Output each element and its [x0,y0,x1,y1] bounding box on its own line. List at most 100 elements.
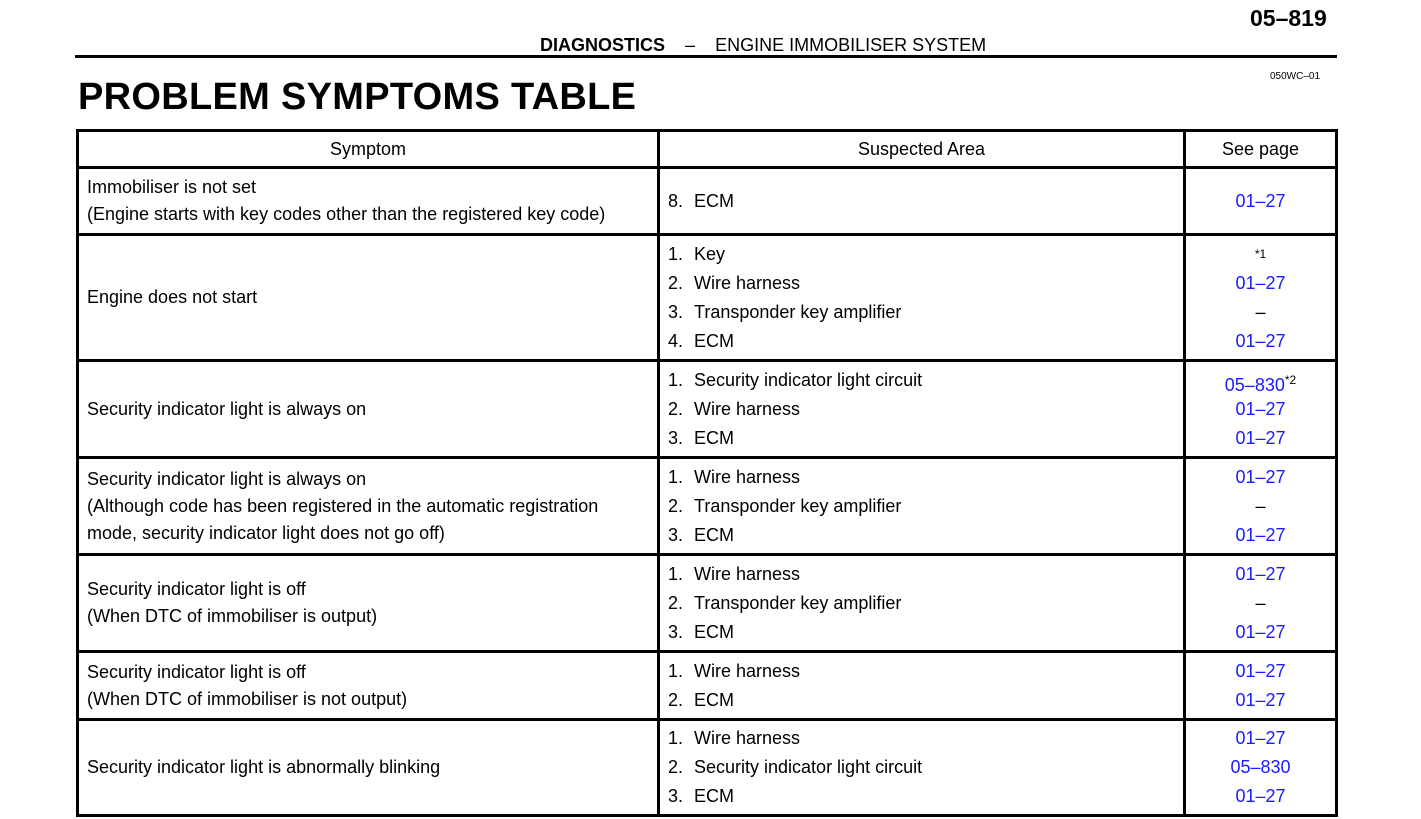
item-text: ECM [694,689,734,710]
suspected-area-item: 1. Key [668,240,1183,269]
item-text: ECM [694,621,734,642]
page-ref: 01–27 [1186,618,1335,647]
page-link[interactable]: 01–27 [1235,660,1286,681]
page-ref: 01–27 [1186,782,1335,811]
page-ref: – [1186,298,1335,327]
page-ref: *1 [1186,240,1335,269]
doc-code: 050WC–01 [1270,71,1321,82]
item-text: ECM [694,330,734,351]
item-text: Wire harness [694,398,801,419]
item-text: Wire harness [694,466,801,487]
item-number: 2. [668,398,684,419]
page-link[interactable]: 05–830 [1224,374,1285,395]
page-link[interactable]: 01–27 [1235,398,1286,419]
page-ref: 01–27 [1186,424,1335,453]
suspected-area-item: 3. ECM [668,424,1183,453]
page-ref: 01–27 [1186,463,1335,492]
page-link[interactable]: 01–27 [1235,466,1286,487]
page-ref: 05–830 [1186,753,1335,782]
item-number: 1. [668,660,684,681]
item-text: Security indicator light circuit [694,757,923,777]
symptom-line: mode, security indicator light does not … [87,522,445,543]
item-text: Transponder key amplifier [694,495,902,516]
symptom-cell: Immobiliser is not set (Engine starts wit… [76,166,660,236]
symptom-cell: Security indicator light is off (When DTC… [76,650,660,721]
page-link[interactable]: 01–27 [1235,786,1286,806]
item-number: 3. [668,301,684,322]
item-text: ECM [694,190,734,211]
page-ref: 01–27 [1186,657,1335,686]
symptom-line: Engine does not start [87,287,258,307]
page-ref: 01–27 [1186,187,1335,216]
item-number: 1. [668,728,684,748]
page-link[interactable]: 01–27 [1235,524,1286,545]
page-link[interactable]: 01–27 [1235,272,1286,293]
subsection-name: ENGINE IMMOBILISER SYSTEM [715,35,987,55]
suspected-area-cell: 1. Wire harness 2. Transponder key amplifie… [657,553,1186,653]
suspected-area-item: 3. ECM [668,618,1183,647]
item-number: 2. [668,757,684,777]
symptom-line: Immobiliser is not set [87,177,257,197]
suspected-area-item: 2. Transponder key amplifier [668,492,1183,521]
table-row: Security indicator light is always on (Al… [76,456,1338,556]
suspected-area-item: 2. Wire harness [668,395,1183,424]
page-link[interactable]: 01–27 [1235,427,1286,448]
table-row: Security indicator light is abnormally b… [76,718,1338,817]
item-text: Wire harness [694,563,801,584]
page-link[interactable]: 01–27 [1235,621,1286,642]
suspected-area-item: 1. Security indicator light circuit [668,366,1183,395]
see-page-cell: 01–27 [1183,166,1338,236]
item-text: ECM [694,786,734,806]
page-number: 05–819 [1250,5,1327,31]
symptom-line: (Engine starts with key codes other than… [87,204,606,224]
suspected-area-cell: 1. Wire harness 2. Transponder key amplifie… [657,456,1186,556]
table-row: Engine does not start 1. Key 2. Wire harness… [76,233,1338,362]
item-number: 1. [668,369,684,390]
item-text: Wire harness [694,272,801,293]
item-text: Security indicator light circuit [694,369,923,390]
section-name: DIAGNOSTICS [540,35,666,55]
suspected-area-item: 2. ECM [668,686,1183,715]
see-page-cell: 01–27 05–830 01–27 [1183,718,1338,817]
item-number: 2. [668,272,684,293]
see-page-cell: 01–27 – 01–27 [1183,553,1338,653]
suspected-area-item: 1. Wire harness [668,560,1183,589]
page-text: – [1255,592,1266,613]
suspected-area-cell: 8. ECM [657,166,1186,236]
page-ref: 01–27 [1186,560,1335,589]
page-link[interactable]: 01–27 [1235,563,1286,584]
page-link[interactable]: 01–27 [1235,728,1286,748]
table-header-row: Symptom Suspected Area See page [76,129,1338,169]
symptom-cell: Security indicator light is abnormally b… [76,718,660,817]
symptom-line: Security indicator light is always on [87,398,367,419]
page-ref: 01–27 [1186,269,1335,298]
page-ref: 05–830*2 [1186,366,1335,395]
item-number: 1. [668,466,684,487]
page-link[interactable]: 01–27 [1235,689,1286,710]
symptom-line: Security indicator light is off [87,579,306,599]
page-ref: 01–27 [1186,521,1335,550]
table-row: Immobiliser is not set (Engine starts wit… [76,166,1338,236]
footnote-marker: *1 [1254,246,1267,261]
item-number: 3. [668,427,684,448]
page-link[interactable]: 01–27 [1235,190,1286,211]
table-row: Security indicator light is off (When DTC… [76,650,1338,721]
page-ref: 01–27 [1186,395,1335,424]
symptom-line: (When DTC of immobiliser is not output) [87,688,408,709]
page-link[interactable]: 01–27 [1235,330,1286,351]
suspected-area-item: 3. ECM [668,521,1183,550]
see-page-cell: *1 01–27 – 01–27 [1183,233,1338,362]
symptom-cell: Security indicator light is off (When DTC… [76,553,660,653]
item-number: 2. [668,495,684,516]
column-header-symptom: Symptom [76,129,660,169]
item-text: ECM [694,427,734,448]
table-row: Security indicator light is off (When DTC… [76,553,1338,653]
suspected-area-item: 1. Wire harness [668,724,1183,753]
suspected-area-cell: 1. Wire harness 2. ECM [657,650,1186,721]
suspected-area-item: 1. Wire harness [668,463,1183,492]
page-link[interactable]: 05–830 [1230,757,1291,777]
item-text: Transponder key amplifier [694,592,902,613]
item-number: 3. [668,621,684,642]
symptom-cell: Security indicator light is always on [76,359,660,459]
suspected-area-cell: 1. Wire harness 2. Security indicator light… [657,718,1186,817]
